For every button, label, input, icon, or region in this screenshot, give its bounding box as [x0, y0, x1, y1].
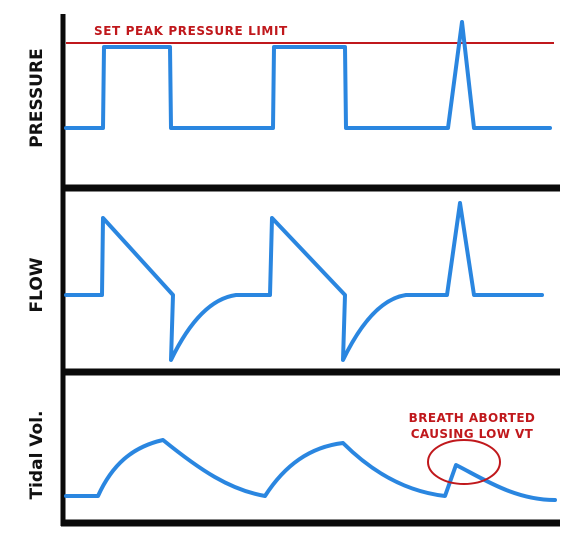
pressure-axis-label: PRESSURE: [27, 48, 47, 147]
aborted-breath-label-line2: CAUSING LOW VT: [411, 427, 534, 441]
tidal-volume-trace: [64, 438, 557, 502]
aborted-breath-circle: [427, 439, 501, 485]
tidal-volume-axis-label: Tidal Vol.: [27, 410, 47, 499]
aborted-breath-label-line1: BREATH ABORTED: [409, 411, 536, 425]
pressure-trace: [64, 20, 552, 130]
flow-axis-label: FLOW: [27, 257, 47, 312]
peak-pressure-limit-label: SET PEAK PRESSURE LIMIT: [94, 24, 288, 38]
flow-trace: [64, 201, 544, 362]
